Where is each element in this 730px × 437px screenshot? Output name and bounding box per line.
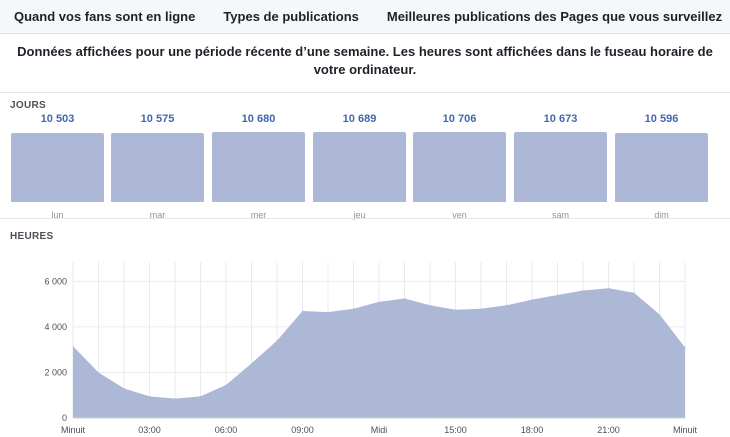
hours-area-series [73, 288, 685, 418]
hours-data-point [98, 371, 99, 373]
y-tick-label: 6 000 [44, 276, 67, 286]
x-tick-label: 09:00 [291, 425, 314, 435]
period-notice: Données affichées pour une période récen… [17, 44, 713, 77]
divider [0, 218, 730, 219]
day-value: 10 706 [442, 113, 477, 125]
day-label: mer [250, 210, 267, 220]
x-tick-label: 15:00 [444, 425, 467, 435]
day-bar[interactable] [615, 133, 708, 202]
y-tick-label: 0 [62, 413, 67, 423]
divider [0, 92, 730, 93]
day-bar[interactable] [514, 132, 607, 202]
hours-data-point [174, 398, 176, 400]
x-tick-label: Minuit [61, 425, 86, 435]
x-tick-label: 18:00 [521, 425, 544, 435]
hours-data-point [225, 384, 227, 386]
tab-post-types[interactable]: Types de publications [223, 9, 359, 24]
day-column: 10 706 ven [413, 112, 506, 220]
day-label: sam [551, 210, 569, 220]
day-column: 10 596 dim [615, 112, 708, 220]
hours-data-point [149, 395, 150, 397]
x-tick-label: 06:00 [215, 425, 238, 435]
x-tick-label: 03:00 [138, 425, 161, 435]
y-tick-label: 2 000 [44, 367, 67, 377]
day-label: jeu [353, 210, 366, 220]
hours-data-point [506, 304, 507, 306]
hours-data-point [429, 304, 431, 306]
tab-bar: Quand vos fans sont en ligne Types de pu… [0, 0, 730, 34]
tab-top-posts-watched-pages[interactable]: Meilleures publications des Pages que vo… [386, 9, 723, 24]
day-bar[interactable] [11, 133, 104, 202]
day-value: 10 503 [40, 113, 75, 125]
hours-data-point [276, 340, 278, 342]
hours-data-point [72, 345, 74, 347]
hours-data-point [633, 292, 635, 294]
day-label: dim [654, 210, 669, 220]
hours-data-point [557, 294, 558, 296]
day-value: 10 596 [644, 113, 679, 125]
day-label: lun [51, 210, 64, 220]
hours-data-point [378, 301, 380, 303]
hours-data-point [302, 310, 303, 312]
day-value: 10 673 [543, 113, 578, 125]
day-label: mar [149, 210, 166, 220]
hours-data-point [123, 387, 125, 389]
x-tick-label: 21:00 [597, 425, 620, 435]
hours-data-point [200, 395, 201, 397]
day-label: ven [452, 210, 467, 220]
day-column: 10 689 jeu [313, 112, 406, 220]
day-column: 10 575 mar [111, 112, 204, 220]
day-bar[interactable] [313, 132, 406, 202]
hours-data-point [582, 289, 584, 291]
hours-data-point [531, 299, 533, 301]
day-value: 10 575 [140, 113, 175, 125]
hours-data-point [404, 297, 405, 299]
hours-data-point [251, 362, 252, 364]
x-tick-label: Midi [371, 425, 388, 435]
hours-data-point [659, 313, 660, 315]
hours-data-point [327, 311, 329, 313]
hours-chart: 0 2 000 4 000 6 000 Minuit 03:00 06:00 09:00 Mid… [44, 262, 698, 435]
day-value: 10 689 [342, 113, 377, 125]
hours-data-point [684, 346, 686, 348]
hours-data-point [455, 309, 456, 311]
y-tick-label: 4 000 [44, 322, 67, 332]
day-bar[interactable] [111, 133, 204, 202]
day-bar[interactable] [413, 132, 506, 202]
hours-data-point [353, 308, 354, 310]
day-column: 10 673 sam [514, 112, 607, 220]
hours-section-label: HEURES [10, 231, 54, 242]
hours-data-point [608, 287, 609, 289]
day-value: 10 680 [241, 113, 276, 125]
tab-when-fans-online[interactable]: Quand vos fans sont en ligne [14, 9, 196, 24]
day-column: 10 680 mer [212, 112, 305, 220]
days-section-label: JOURS [10, 100, 46, 111]
day-column: 10 503 lun [11, 112, 104, 220]
day-bar[interactable] [212, 132, 305, 202]
hours-data-point [480, 308, 482, 310]
x-tick-label: Minuit [673, 425, 698, 435]
